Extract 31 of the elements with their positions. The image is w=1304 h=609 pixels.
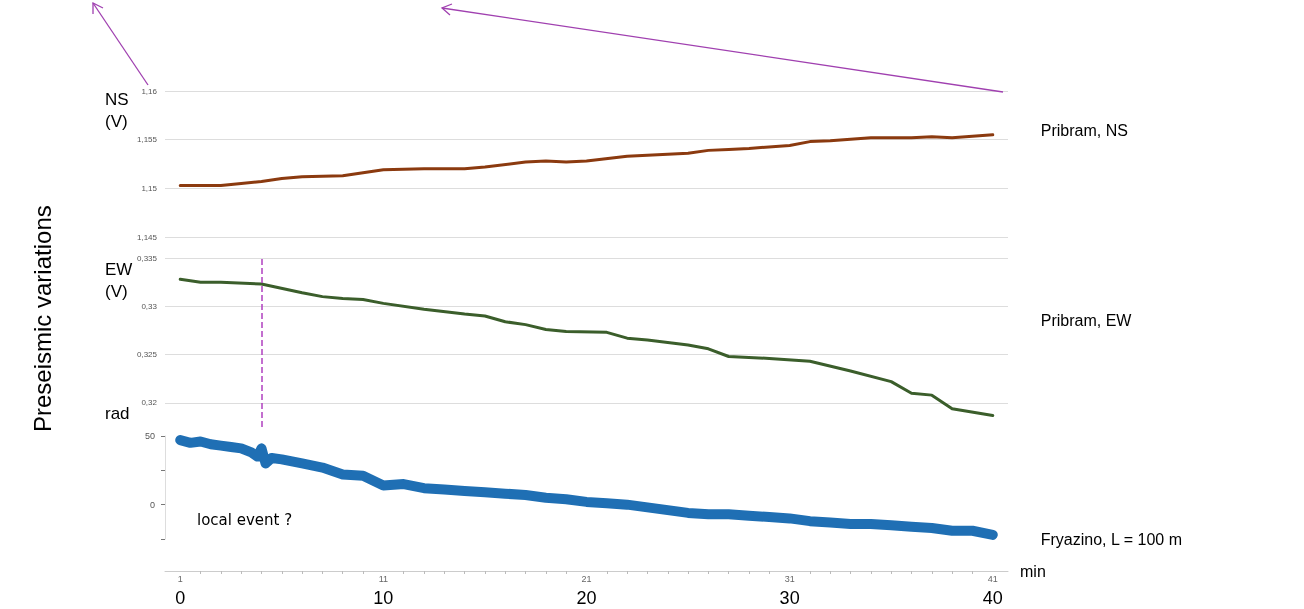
y-axis-title: EW (V) bbox=[105, 259, 133, 301]
x2-tick-label: 41 bbox=[987, 573, 998, 584]
x2-tick-label: 11 bbox=[378, 573, 389, 584]
y-tick-label: 0,33 bbox=[141, 301, 158, 311]
y-tick-label: 1,155 bbox=[136, 135, 158, 145]
x-tick-label: 30 bbox=[779, 588, 800, 608]
text: Preseismic variations bbox=[28, 205, 56, 432]
annotation: local event ? bbox=[197, 510, 293, 529]
x-tick-label: 20 bbox=[576, 588, 597, 608]
y-tick-label: 1,15 bbox=[141, 183, 158, 193]
x2-tick-label: 1 bbox=[177, 573, 183, 584]
y-tick-label: 1,145 bbox=[136, 232, 158, 242]
x2-tick-label: 21 bbox=[581, 573, 592, 584]
x-axis-title: min bbox=[1020, 562, 1046, 580]
y-tick-label: 50 bbox=[144, 431, 155, 441]
y-tick-label: 0,335 bbox=[136, 253, 158, 263]
y-tick-label: 0 bbox=[149, 499, 155, 510]
x2-tick-label: 31 bbox=[784, 573, 795, 584]
x-tick-label: 10 bbox=[373, 588, 394, 608]
text: Pribram, NS bbox=[1040, 122, 1128, 140]
text: Pribram, EW bbox=[1040, 311, 1133, 329]
y-axis-title: NS (V) bbox=[105, 89, 129, 131]
y-axis-title: rad bbox=[105, 403, 130, 423]
y-tick-label: 0,32 bbox=[141, 398, 158, 408]
x-tick-label: 0 bbox=[175, 588, 186, 608]
y-tick-label: 1,16 bbox=[141, 86, 158, 96]
text: Fryazino, L = 100 m bbox=[1040, 531, 1183, 549]
line-series bbox=[178, 277, 995, 417]
y-tick-label: 0,325 bbox=[136, 350, 158, 360]
line-series bbox=[178, 133, 995, 187]
x-tick-label: 40 bbox=[982, 588, 1003, 608]
